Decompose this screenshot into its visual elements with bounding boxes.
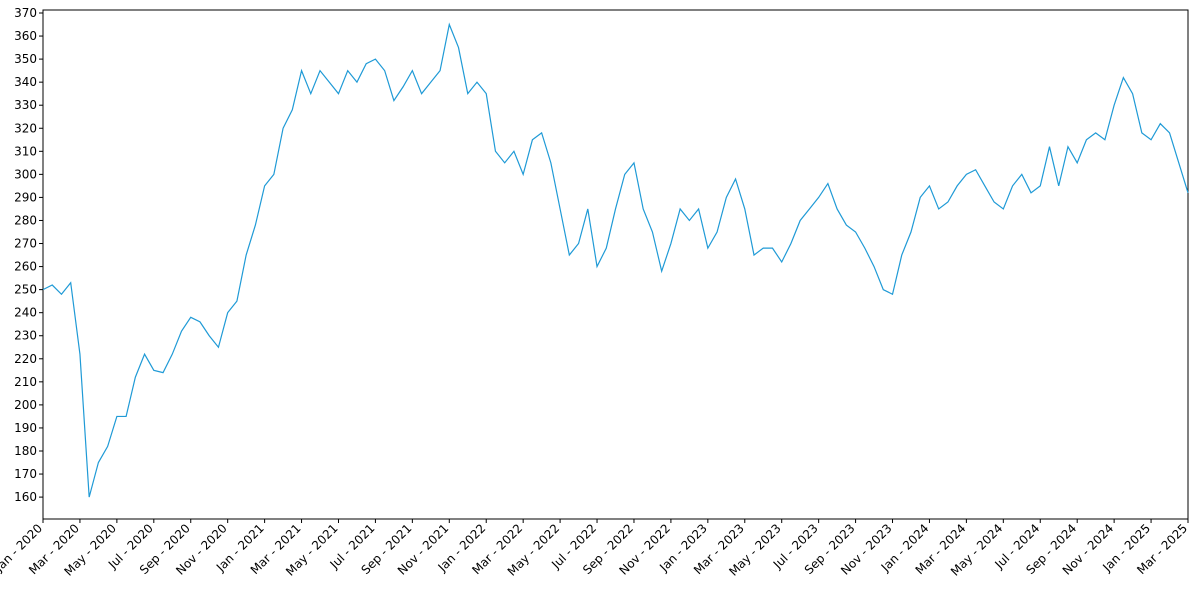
y-tick-label: 370 xyxy=(14,6,37,20)
y-tick-label: 260 xyxy=(14,260,37,274)
y-tick-label: 180 xyxy=(14,444,37,458)
y-tick-label: 360 xyxy=(14,29,37,43)
y-tick-label: 330 xyxy=(14,98,37,112)
y-tick-label: 240 xyxy=(14,306,37,320)
y-tick-label: 300 xyxy=(14,167,37,181)
y-tick-label: 160 xyxy=(14,490,37,504)
y-tick-label: 290 xyxy=(14,190,37,204)
y-tick-label: 230 xyxy=(14,329,37,343)
y-tick-label: 350 xyxy=(14,52,37,66)
y-tick-label: 220 xyxy=(14,352,37,366)
y-tick-label: 280 xyxy=(14,213,37,227)
y-tick-label: 270 xyxy=(14,237,37,251)
price-line xyxy=(42,22,1189,498)
y-tick-label: 210 xyxy=(14,375,37,389)
y-tick-label: 320 xyxy=(14,121,37,135)
y-tick-label: 190 xyxy=(14,421,37,435)
y-tick-label: 340 xyxy=(14,75,37,89)
y-tick-label: 310 xyxy=(14,144,37,158)
y-tick-label: 200 xyxy=(14,398,37,412)
plot-frame xyxy=(42,9,1189,520)
y-tick-label: 170 xyxy=(14,467,37,481)
y-tick-label: 250 xyxy=(14,283,37,297)
